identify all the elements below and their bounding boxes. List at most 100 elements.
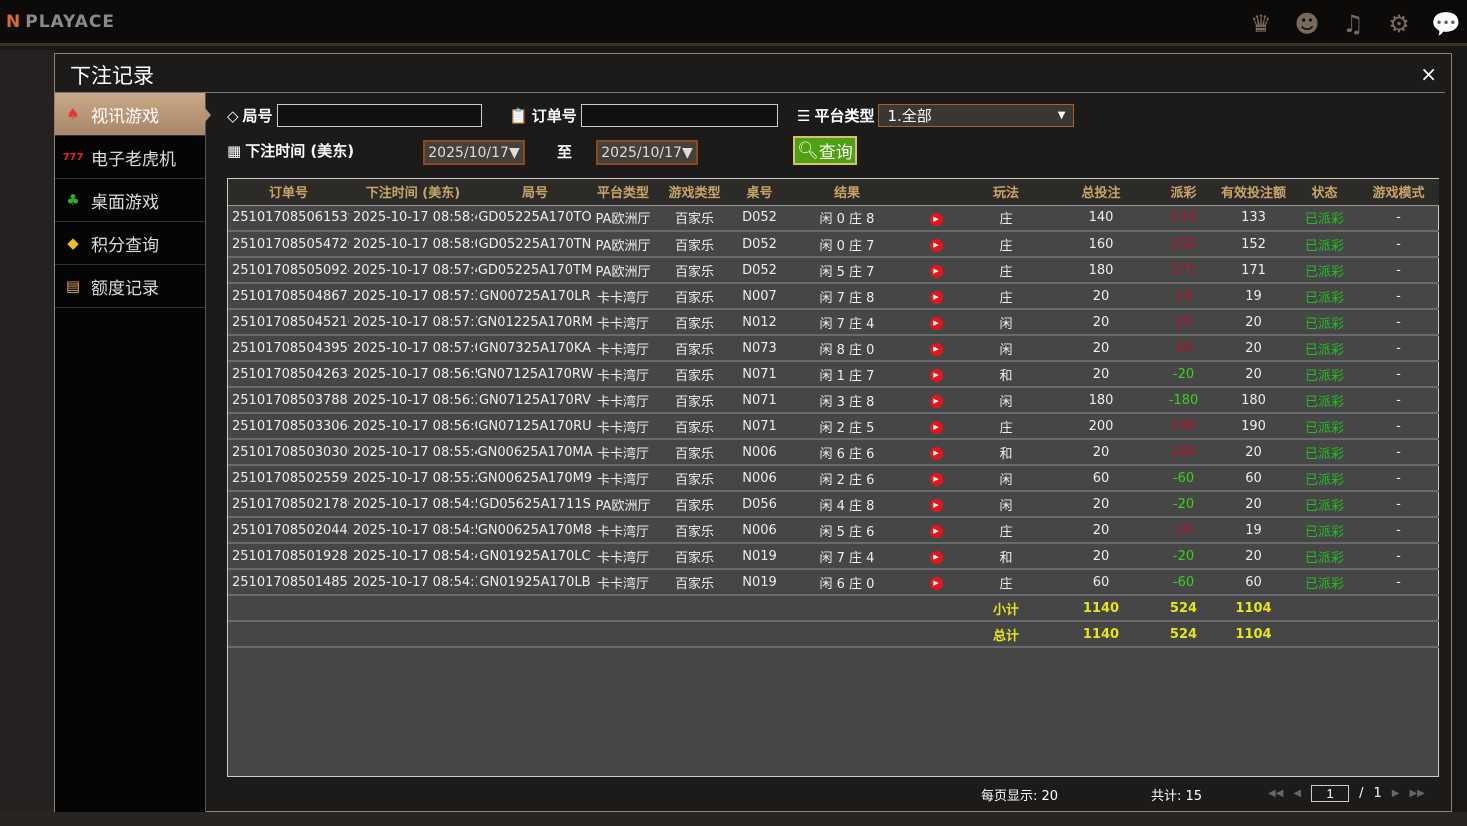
sidebar-item[interactable]: ◆ 积分查询	[55, 222, 205, 265]
date-to-picker[interactable]: 2025/10/17▼	[596, 140, 698, 165]
replay-cell[interactable]: ▶	[911, 569, 961, 596]
table-cell: -	[1358, 283, 1439, 310]
table-cell: 闲 4 庄 8	[783, 491, 911, 518]
chevron-down-icon: ▼	[1057, 110, 1066, 121]
table-cell: 和	[961, 361, 1051, 388]
sidebar-item[interactable]: ♠ 视讯游戏	[55, 93, 211, 136]
play-video-icon[interactable]: ▶	[929, 369, 943, 382]
replay-cell[interactable]: ▶	[911, 283, 961, 310]
play-video-icon[interactable]: ▶	[929, 212, 943, 226]
query-button[interactable]: 🔍︎ 查询	[793, 136, 857, 165]
table-cell: 171	[1151, 257, 1216, 284]
table-header: 订单号 下注时间 (美东) 局号 平台类型 游戏类型 桌号 结果 玩法 总投注 派彩 有效投注额 状态…	[228, 179, 1439, 206]
table-cell: N006	[736, 439, 783, 466]
table-cell: 闲 2 庄 5	[783, 413, 911, 440]
play-video-icon[interactable]: ▶	[929, 473, 943, 486]
close-button[interactable]: ×	[1420, 62, 1437, 86]
replay-cell[interactable]: ▶	[911, 257, 961, 284]
replay-cell[interactable]: ▶	[911, 231, 961, 258]
total-count: 共计: 15	[1151, 789, 1203, 804]
play-video-icon[interactable]: ▶	[929, 291, 943, 304]
customer-service-icon[interactable]: ☻	[1294, 10, 1320, 38]
table-cell: N007	[736, 283, 783, 310]
replay-cell[interactable]: ▶	[911, 543, 961, 570]
replay-cell[interactable]: ▶	[911, 465, 961, 492]
replay-cell[interactable]: ▶	[911, 517, 961, 544]
play-video-icon[interactable]: ▶	[929, 317, 943, 330]
table-cell: 已派彩	[1291, 361, 1358, 388]
replay-cell[interactable]: ▶	[911, 439, 961, 466]
play-video-icon[interactable]: ▶	[929, 265, 943, 278]
chat-icon[interactable]: 💬	[1431, 10, 1461, 38]
table-cell: 闲 5 庄 7	[783, 257, 911, 284]
table-cell: 180	[1216, 387, 1291, 414]
table-cell: -	[1358, 439, 1439, 466]
table-cell: 180	[1051, 387, 1151, 414]
platform-label: 平台类型	[814, 107, 875, 125]
table-cell: N019	[736, 569, 783, 596]
table-cell: 已派彩	[1291, 543, 1358, 570]
next-page-icon[interactable]: ▶	[1391, 788, 1400, 799]
table-cell: 2025-10-17 08:55:21	[349, 465, 477, 492]
table-cell: 19	[1216, 517, 1291, 544]
replay-cell[interactable]: ▶	[911, 491, 961, 518]
table-cell: GD05225A170TN	[477, 231, 593, 258]
table-cell: -	[1358, 231, 1439, 258]
table-cell: 180	[1051, 257, 1151, 284]
sidebar-item[interactable]: ▤ 额度记录	[55, 265, 205, 308]
play-video-icon[interactable]: ▶	[929, 499, 943, 512]
table-cell: 251017085019281	[228, 543, 349, 570]
replay-cell[interactable]: ▶	[911, 205, 961, 232]
table-cell: 已派彩	[1291, 569, 1358, 596]
table-cell: 20	[1051, 543, 1151, 570]
first-page-icon[interactable]: ◀◀	[1268, 788, 1284, 799]
table-cell: 60	[1216, 465, 1291, 492]
prev-page-icon[interactable]: ◀	[1293, 788, 1302, 799]
play-video-icon[interactable]: ▶	[929, 421, 943, 434]
replay-cell[interactable]: ▶	[911, 361, 961, 388]
replay-cell[interactable]: ▶	[911, 309, 961, 336]
replay-cell[interactable]: ▶	[911, 335, 961, 362]
replay-cell[interactable]: ▶	[911, 387, 961, 414]
search-icon: 🔍︎	[797, 140, 819, 161]
table-cell: N019	[736, 543, 783, 570]
last-page-icon[interactable]: ▶▶	[1409, 788, 1425, 799]
platform-select[interactable]: 1.全部 ▼	[878, 104, 1075, 127]
order-input[interactable]	[580, 104, 778, 127]
table-cell: 2025-10-17 08:55:48	[349, 439, 477, 466]
gear-icon[interactable]: ⚙	[1388, 10, 1410, 38]
cards-icon: ♠	[66, 105, 80, 123]
table-cell: 卡卡湾厅	[593, 465, 653, 492]
table-cell: 200	[1051, 413, 1151, 440]
replay-cell[interactable]: ▶	[911, 413, 961, 440]
table-cell: 2025-10-17 08:57:32	[349, 283, 477, 310]
round-input[interactable]	[276, 104, 482, 127]
page-separator: /	[1359, 786, 1364, 801]
table-cell: 已派彩	[1291, 413, 1358, 440]
table-cell: N006	[736, 465, 783, 492]
play-video-icon[interactable]: ▶	[929, 239, 943, 252]
table-cell: -	[1358, 413, 1439, 440]
spacer	[1291, 595, 1439, 622]
table-cell: PA欧洲厅	[593, 205, 653, 232]
date-from-picker[interactable]: 2025/10/17▼	[423, 140, 525, 165]
page-input[interactable]	[1311, 785, 1350, 802]
play-video-icon[interactable]: ▶	[929, 395, 943, 408]
vip-icon[interactable]: ♛	[1250, 10, 1272, 38]
table-cell: 闲 6 庄 0	[783, 569, 911, 596]
table-cell: GN01925A170LB	[477, 569, 593, 596]
play-video-icon[interactable]: ▶	[929, 525, 943, 538]
music-icon[interactable]: ♫	[1342, 10, 1364, 38]
sidebar-item[interactable]: ♣ 桌面游戏	[55, 179, 205, 222]
table-cell: 152	[1216, 231, 1291, 258]
table-cell: N071	[736, 361, 783, 388]
total-valid: 1104	[1216, 621, 1291, 648]
play-video-icon[interactable]: ▶	[929, 551, 943, 564]
play-video-icon[interactable]: ▶	[929, 577, 943, 590]
sidebar-item[interactable]: 777 电子老虎机	[55, 136, 205, 179]
table-cell: 251017085025595	[228, 465, 349, 492]
play-video-icon[interactable]: ▶	[929, 447, 943, 460]
play-video-icon[interactable]: ▶	[929, 343, 943, 356]
